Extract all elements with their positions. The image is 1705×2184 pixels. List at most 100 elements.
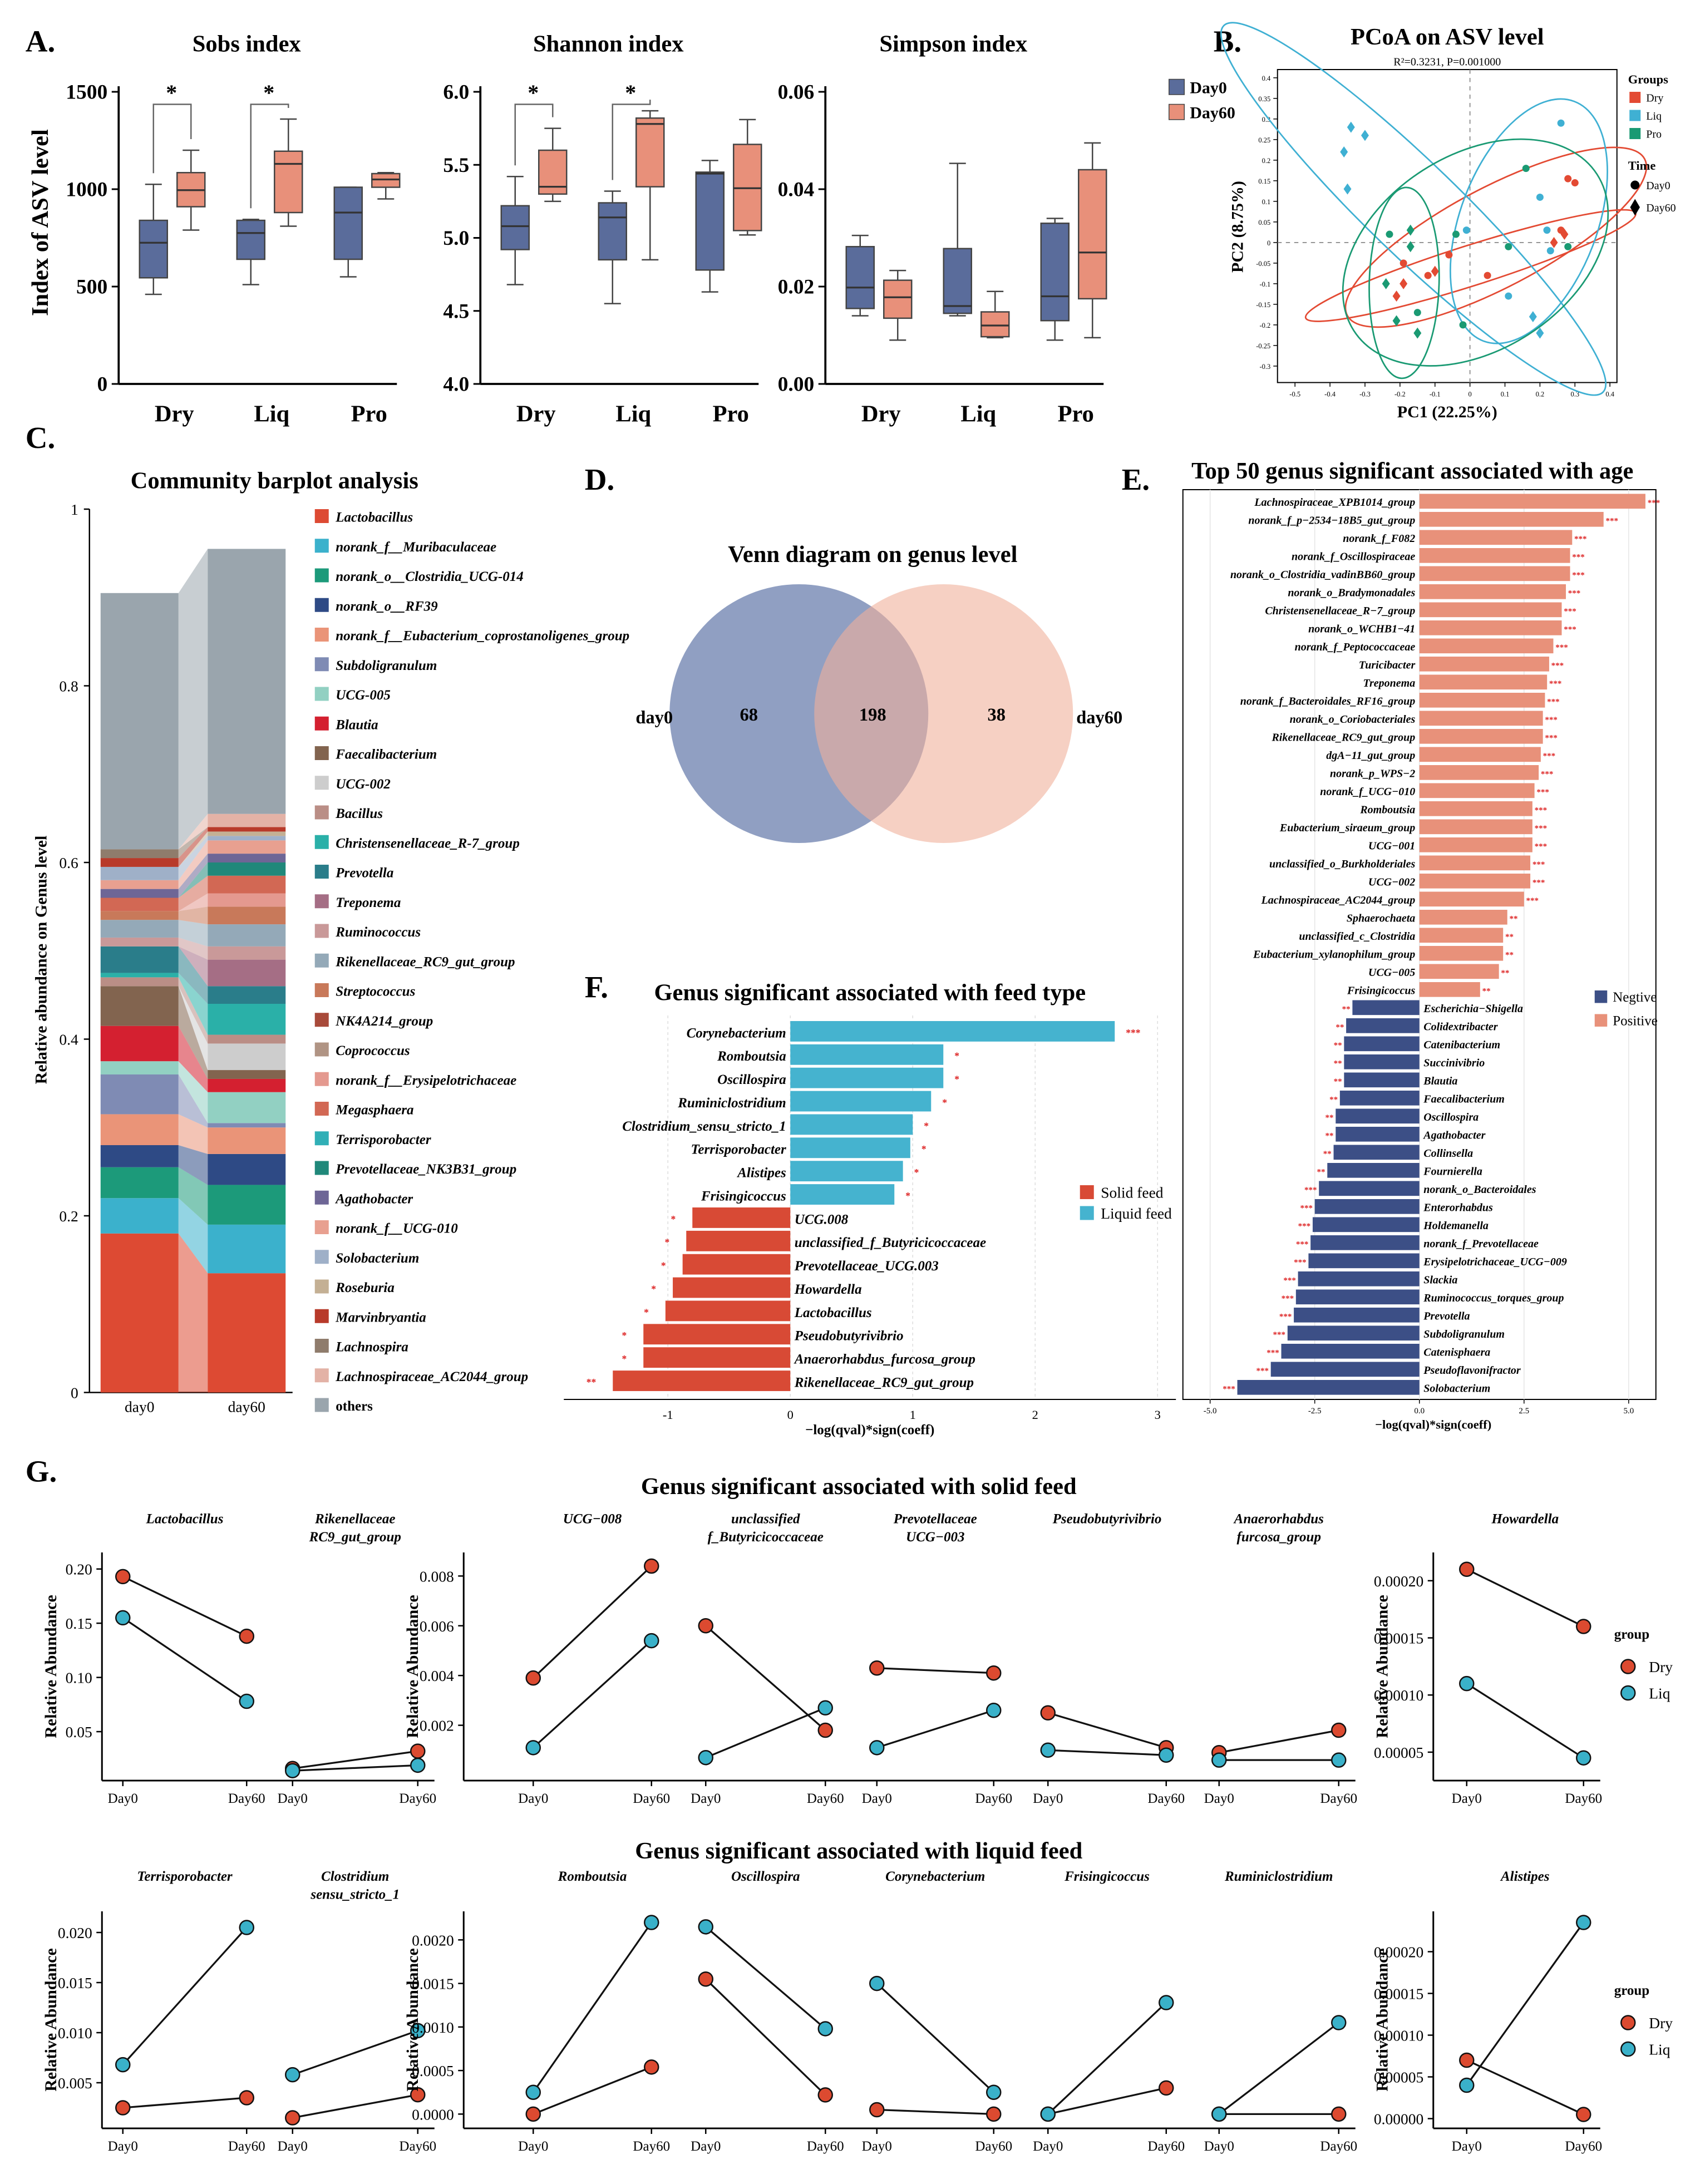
pcoa-point	[1340, 146, 1348, 158]
data-point	[817, 2087, 833, 2103]
subplot-title: UCG−008	[563, 1512, 622, 1527]
bar	[790, 1137, 910, 1158]
sig-marker: ***	[1298, 1222, 1311, 1231]
pcoa-point	[1452, 230, 1460, 238]
data-point	[986, 2084, 1002, 2100]
legend-swatch	[314, 776, 329, 790]
legend-swatch	[314, 1072, 329, 1086]
y-tick-label: 0.00015	[1374, 1985, 1423, 2003]
sig-marker: **	[1342, 1005, 1351, 1014]
pcoa-point	[1400, 259, 1407, 267]
x-tick-label: Day0	[1033, 1791, 1063, 1806]
legend-label: Prevotellaceae_NK3B31_group	[335, 1162, 516, 1177]
y-tick-label: -0.1	[1259, 280, 1270, 288]
trend-line	[1466, 1568, 1584, 1628]
legend-swatch	[314, 894, 329, 909]
pcoa-point	[1386, 230, 1393, 238]
bar	[1419, 855, 1531, 871]
y-tick-label: 0.00020	[1374, 1572, 1423, 1590]
legend-marker	[1630, 180, 1640, 190]
pcoa-point	[1522, 165, 1530, 172]
panel-a-title: Simpson index	[879, 31, 1027, 57]
stack-bar	[100, 858, 179, 867]
y-tick-label: 0.6	[59, 854, 78, 871]
bar	[1419, 494, 1645, 509]
trend-line	[1218, 2022, 1339, 2115]
panel-letter-a: A.	[26, 24, 55, 58]
y-tick-label: 0.00005	[1374, 2069, 1423, 2086]
y-tick-label: 0.020	[58, 1924, 92, 1941]
data-point	[1576, 1619, 1591, 1634]
data-point	[410, 1743, 426, 1759]
sig-marker: **	[1505, 933, 1514, 941]
legend-label: Lachnospiraceae_AC2044_group	[335, 1369, 528, 1384]
pcoa-point	[1431, 265, 1439, 277]
stack-ribbon	[178, 831, 208, 867]
data-point	[869, 1660, 885, 1676]
legend-swatch	[314, 1339, 329, 1353]
x-tick-label: Day0	[1452, 2139, 1482, 2154]
stack-bar	[208, 1123, 286, 1128]
sig-marker: ***	[1543, 752, 1556, 761]
stack-bar	[100, 1114, 179, 1145]
stack-bar	[208, 836, 286, 841]
bar-label: unclassified_o_Burkholderiales	[1269, 858, 1415, 870]
pcoa-point	[1382, 278, 1390, 289]
legend-label: Agathobacter	[334, 1191, 413, 1206]
sig-marker: *	[671, 1214, 676, 1225]
legend-swatch	[314, 539, 329, 553]
pcoa-point	[1557, 119, 1565, 127]
legend-label: norank_f__Muribaculaceae	[336, 540, 496, 555]
x-tick-label: -2.5	[1308, 1407, 1322, 1416]
panel-letter-d: D.	[585, 462, 614, 496]
bar-label: UCG−001	[1368, 840, 1415, 852]
stack-ribbon	[178, 1074, 208, 1128]
data-point	[698, 1749, 713, 1766]
stack-bar	[100, 898, 179, 911]
significance-bracket	[514, 103, 554, 166]
bar	[643, 1324, 791, 1345]
pcoa-point	[1564, 243, 1572, 250]
sig-marker: ***	[1279, 1312, 1292, 1321]
y-tick-label: 0.0020	[412, 1931, 454, 1949]
x-tick-label: Day60	[1565, 2139, 1602, 2154]
sig-marker: ***	[1282, 1294, 1294, 1303]
x-tick-label: Day60	[807, 2139, 844, 2154]
sig-marker: ***	[1283, 1276, 1296, 1285]
panel-g-ylabel: Relative Abundance	[1373, 1948, 1391, 2092]
y-tick-label: 0.010	[58, 2024, 92, 2042]
x-tick-label: Day0	[1204, 1791, 1234, 1806]
box	[500, 205, 530, 250]
stack-bar	[100, 1167, 179, 1199]
legend-label: Dry	[1649, 1658, 1673, 1675]
bar-label: norank_f_Prevotellaceae	[1423, 1238, 1539, 1250]
y-tick-label: 500	[76, 276, 107, 299]
legend-label: norank_o__Clostridia_UCG-014	[336, 569, 524, 584]
sig-marker: ***	[1564, 625, 1576, 634]
bar	[1419, 765, 1539, 780]
legend-label: Bacillus	[335, 806, 383, 821]
subplot-title: Frisingicoccus	[1064, 1869, 1150, 1884]
legend-swatch	[314, 1102, 329, 1116]
trend-line	[532, 1922, 653, 2093]
bar	[1312, 1217, 1420, 1232]
sig-marker: ***	[1223, 1384, 1235, 1393]
sig-marker: ***	[1545, 716, 1558, 724]
stack-bar	[208, 862, 286, 876]
x-tick-label: Day0	[1204, 2139, 1234, 2154]
trend-line	[1047, 2001, 1167, 2115]
y-tick-label: 0.35	[1258, 95, 1270, 103]
panel-f-title: Genus significant associated with feed t…	[654, 980, 1086, 1006]
bar	[686, 1230, 791, 1251]
legend-title: Time	[1628, 159, 1656, 172]
trend-line	[292, 2094, 418, 2119]
sig-marker: ***	[1294, 1258, 1307, 1267]
y-tick-label: 0.2	[59, 1207, 78, 1225]
y-tick-label: 1	[71, 501, 78, 518]
sig-marker: ***	[1572, 571, 1585, 580]
panel-c-ylabel: Relative abundance on Genus level	[32, 836, 50, 1084]
data-point	[1040, 1705, 1056, 1720]
x-tick-label: Day0	[108, 2139, 138, 2154]
subplot-title: unclassified	[731, 1512, 800, 1527]
bar-label: norank_f_UCG−010	[1320, 786, 1415, 798]
